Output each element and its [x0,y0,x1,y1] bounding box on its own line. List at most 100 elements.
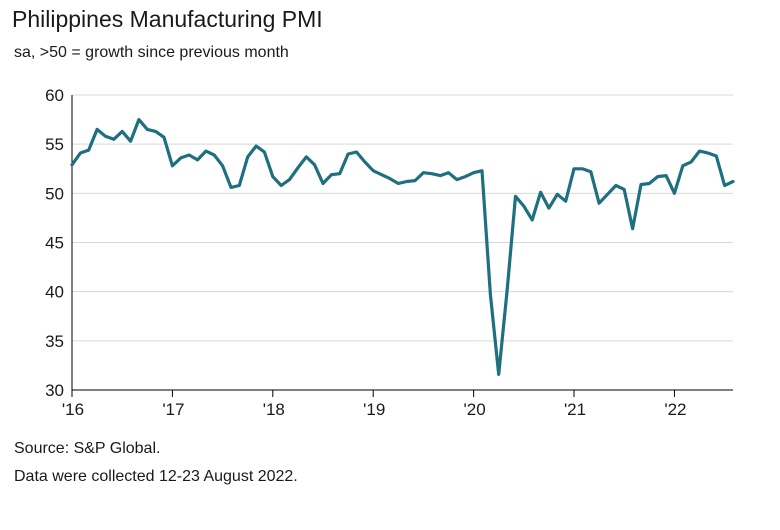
chart-subtitle: sa, >50 = growth since previous month [14,44,289,61]
data-point [330,173,333,176]
data-point [656,175,659,178]
data-point [405,180,408,183]
data-point [480,169,484,172]
y-tick-label: 45 [45,234,64,253]
y-tick-label: 60 [45,86,64,105]
data-point [589,170,592,173]
data-point [79,151,82,155]
data-point [689,160,693,164]
data-point [614,184,618,187]
data-point [623,188,626,191]
series-layer [70,117,735,376]
x-tick-label: '18 [263,400,285,419]
data-point [522,204,526,208]
data-point [706,151,710,155]
data-point [246,155,249,159]
data-point [380,173,383,176]
data-point [338,172,341,175]
axes [71,95,733,397]
data-point [455,178,459,181]
tick-labels: 30 35 40 45 50 55 60 '16 '17 '18 '19 '20 '21 '22 [45,86,686,419]
data-point [121,130,124,133]
data-point [648,182,651,185]
chart-title: Philippines Manufacturing PMI [12,6,323,32]
data-point [288,178,291,181]
data-point [715,154,718,158]
data-point [313,163,316,167]
data-point [505,289,509,292]
x-tick-label: '21 [564,400,586,419]
data-point [238,184,241,187]
data-point [221,164,224,167]
data-point [723,184,726,187]
data-point [673,192,676,195]
data-point [146,128,149,131]
data-point [112,138,116,141]
data-point [355,150,358,154]
data-point [497,373,500,376]
data-point [472,171,475,174]
data-point [162,136,166,139]
data-point [279,184,283,187]
source-note: Source: S&P Global. [14,440,161,457]
data-point [430,172,433,175]
y-tick-label: 40 [45,283,64,302]
collection-note: Data were collected 12-23 August 2022. [14,468,298,485]
data-point [514,195,517,198]
data-point [179,156,182,160]
data-point [388,177,392,180]
data-point [104,135,107,138]
data-point [631,227,634,230]
data-point [204,149,208,153]
data-point [539,191,542,194]
x-tick-label: '16 [62,400,84,419]
data-point [489,293,492,296]
x-tick-label: '17 [162,400,184,419]
data-point [597,201,601,205]
x-tick-label: '22 [664,400,686,419]
data-point [296,166,300,169]
data-point [254,144,258,148]
data-point [229,186,233,189]
y-tick-label: 30 [45,381,64,400]
data-point [372,169,375,172]
x-tick-label: '19 [363,400,385,419]
data-point [422,171,425,174]
data-point [639,183,643,186]
series-line-0 [70,117,735,376]
data-point [731,180,735,183]
data-point [137,118,141,121]
data-point [530,218,534,222]
x-tick-label: '20 [464,400,486,419]
data-point [581,167,584,170]
y-tick-label: 50 [45,184,64,203]
data-point [87,148,90,152]
data-point [171,164,174,167]
gridlines [72,94,733,342]
data-point [346,152,350,156]
data-point [196,158,199,162]
data-point [447,171,450,174]
data-point [95,128,99,131]
data-point [564,200,567,203]
data-point [263,150,266,154]
data-point [681,164,684,167]
data-point [70,163,74,167]
data-point [606,193,609,196]
data-point [154,130,157,133]
data-point [464,175,467,178]
data-point [397,182,400,185]
data-point [321,182,325,185]
y-tick-label: 35 [45,332,64,351]
data-point [664,174,668,177]
data-point [556,193,559,196]
data-point [187,153,191,157]
data-point [129,140,132,143]
data-point [305,155,308,159]
data-point [413,179,417,182]
data-point [547,206,551,210]
data-point [213,153,216,157]
data-point [572,167,576,170]
data-point [271,175,275,178]
